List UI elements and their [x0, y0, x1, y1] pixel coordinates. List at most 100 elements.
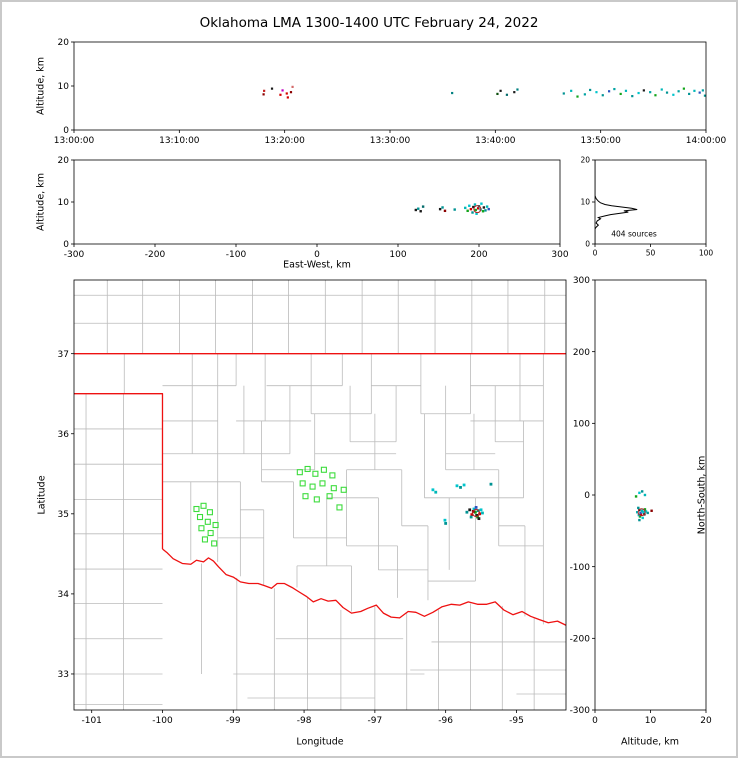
lightning-source-point	[417, 207, 420, 210]
lightning-source-point	[438, 207, 442, 211]
lightning-source-point	[285, 92, 288, 95]
lightning-source-point	[677, 90, 680, 93]
lightning-source-point	[481, 511, 484, 515]
lightning-source-point	[646, 511, 649, 515]
lightning-source-point	[637, 506, 640, 510]
lightning-source-point	[643, 493, 647, 497]
ew_height-content	[414, 202, 490, 215]
lightning-source-point	[479, 508, 483, 512]
ns_height-frame	[594, 279, 707, 711]
lightning-source-point	[701, 89, 704, 92]
lightning-source-point	[613, 87, 616, 91]
lightning-source-point	[462, 483, 466, 487]
lightning-source-point	[263, 89, 266, 92]
lightning-source-point	[672, 93, 675, 96]
lma-station-marker	[329, 472, 336, 479]
y-tick-label: -100	[570, 563, 591, 573]
lightning-source-point	[472, 205, 475, 209]
lma-station-marker	[312, 470, 319, 477]
lightning-source-point	[639, 513, 643, 516]
lightning-source-point	[562, 92, 565, 95]
y-tick-label: 0	[63, 126, 69, 136]
state-boundary-line	[74, 393, 164, 550]
y-tick-label: 34	[58, 590, 70, 600]
highlight-marker	[472, 509, 481, 518]
x-tick-label: 13:00:00	[54, 136, 95, 146]
lma-station-marker	[299, 480, 306, 487]
x-tick-label: 13:40:00	[475, 136, 516, 146]
lightning-source-point	[499, 89, 502, 92]
y-tick-label: 20	[58, 156, 70, 166]
x-tick-label: 13:50:00	[580, 136, 621, 146]
lightning-source-point	[468, 508, 472, 512]
lightning-source-point	[688, 92, 691, 96]
ns_height-content	[634, 490, 653, 522]
lightning-source-point	[469, 515, 473, 519]
lightning-source-point	[270, 87, 274, 90]
y-tick-label: 10	[58, 198, 70, 208]
lightning-source-point	[473, 510, 477, 514]
sources-count-annotation: 404 sources	[611, 229, 657, 239]
highlight-marker	[637, 508, 646, 517]
lma-station-marker	[320, 466, 327, 473]
figure-title: Oklahoma LMA 1300-1400 UTC February 24, …	[199, 15, 539, 31]
y-tick-label: 0	[584, 491, 590, 501]
lma-station-marker	[309, 483, 316, 490]
y-tick-label: 200	[573, 348, 590, 358]
x-tick-label: 0	[314, 250, 320, 260]
x-tick-label: -200	[145, 250, 166, 260]
lightning-source-point	[476, 515, 479, 519]
lma-station-marker	[204, 518, 211, 525]
lightning-source-point	[698, 91, 701, 94]
x-tick-label: 14:00:00	[686, 136, 727, 146]
lightning-source-point	[601, 94, 604, 97]
lightning-source-point	[474, 506, 478, 509]
lma-station-marker	[313, 496, 320, 503]
y-tick-label: 35	[58, 510, 69, 520]
lightning-source-point	[464, 206, 467, 210]
lightning-source-point	[289, 91, 293, 94]
lightning-source-point	[468, 204, 471, 207]
lma-station-marker	[193, 505, 200, 513]
lightning-source-point	[639, 511, 642, 515]
lightning-source-point	[513, 91, 516, 94]
lightning-source-point	[654, 94, 657, 97]
state-boundary-line	[162, 548, 566, 626]
lightning-source-point	[481, 210, 485, 213]
x-tick-label: 50	[646, 249, 656, 258]
x-tick-label: 13:20:00	[264, 136, 305, 146]
lightning-source-point	[482, 206, 486, 209]
lightning-source-point	[485, 205, 489, 208]
lma-station-marker	[296, 469, 303, 476]
lightning-source-point	[453, 208, 456, 211]
lightning-source-point	[444, 522, 448, 525]
lightning-source-point	[643, 508, 647, 511]
lma-station-marker	[196, 513, 204, 521]
y-tick-label: -300	[570, 706, 591, 716]
x-tick-label: -99	[226, 716, 241, 726]
lightning-source-point	[703, 94, 706, 97]
lightning-source-point	[469, 207, 473, 211]
panel-ew_height: -300 -200 -100 0 100 200 300 0 10 20	[58, 156, 569, 260]
lightning-source-point	[665, 91, 669, 94]
lightning-source-point	[642, 511, 645, 514]
lightning-source-point	[286, 96, 289, 99]
lightning-source-point	[421, 205, 425, 208]
panel-alt_histogram: 0 50 100 0 10 20	[580, 156, 713, 258]
lightning-source-point	[443, 518, 447, 522]
ns-height-ylabel: North-South, km	[696, 455, 708, 535]
panel-map: -101 -100 -99 -98 -97 -96 -95 33 34 35 36 37	[58, 279, 567, 726]
lightning-source-point	[431, 488, 435, 492]
y-tick-label: 100	[573, 419, 590, 429]
y-tick-label: 300	[573, 276, 590, 286]
lma-station-marker	[206, 509, 213, 516]
x-tick-label: -100	[152, 716, 173, 726]
lightning-source-point	[434, 490, 438, 494]
lma-station-marker	[304, 465, 311, 473]
x-tick-label: 13:10:00	[159, 136, 200, 146]
lightning-source-point	[640, 509, 644, 512]
alt_histogram-content	[595, 160, 638, 244]
lma-station-marker	[200, 502, 207, 509]
y-tick-label: 37	[58, 350, 69, 360]
lma-station-marker	[330, 485, 337, 492]
